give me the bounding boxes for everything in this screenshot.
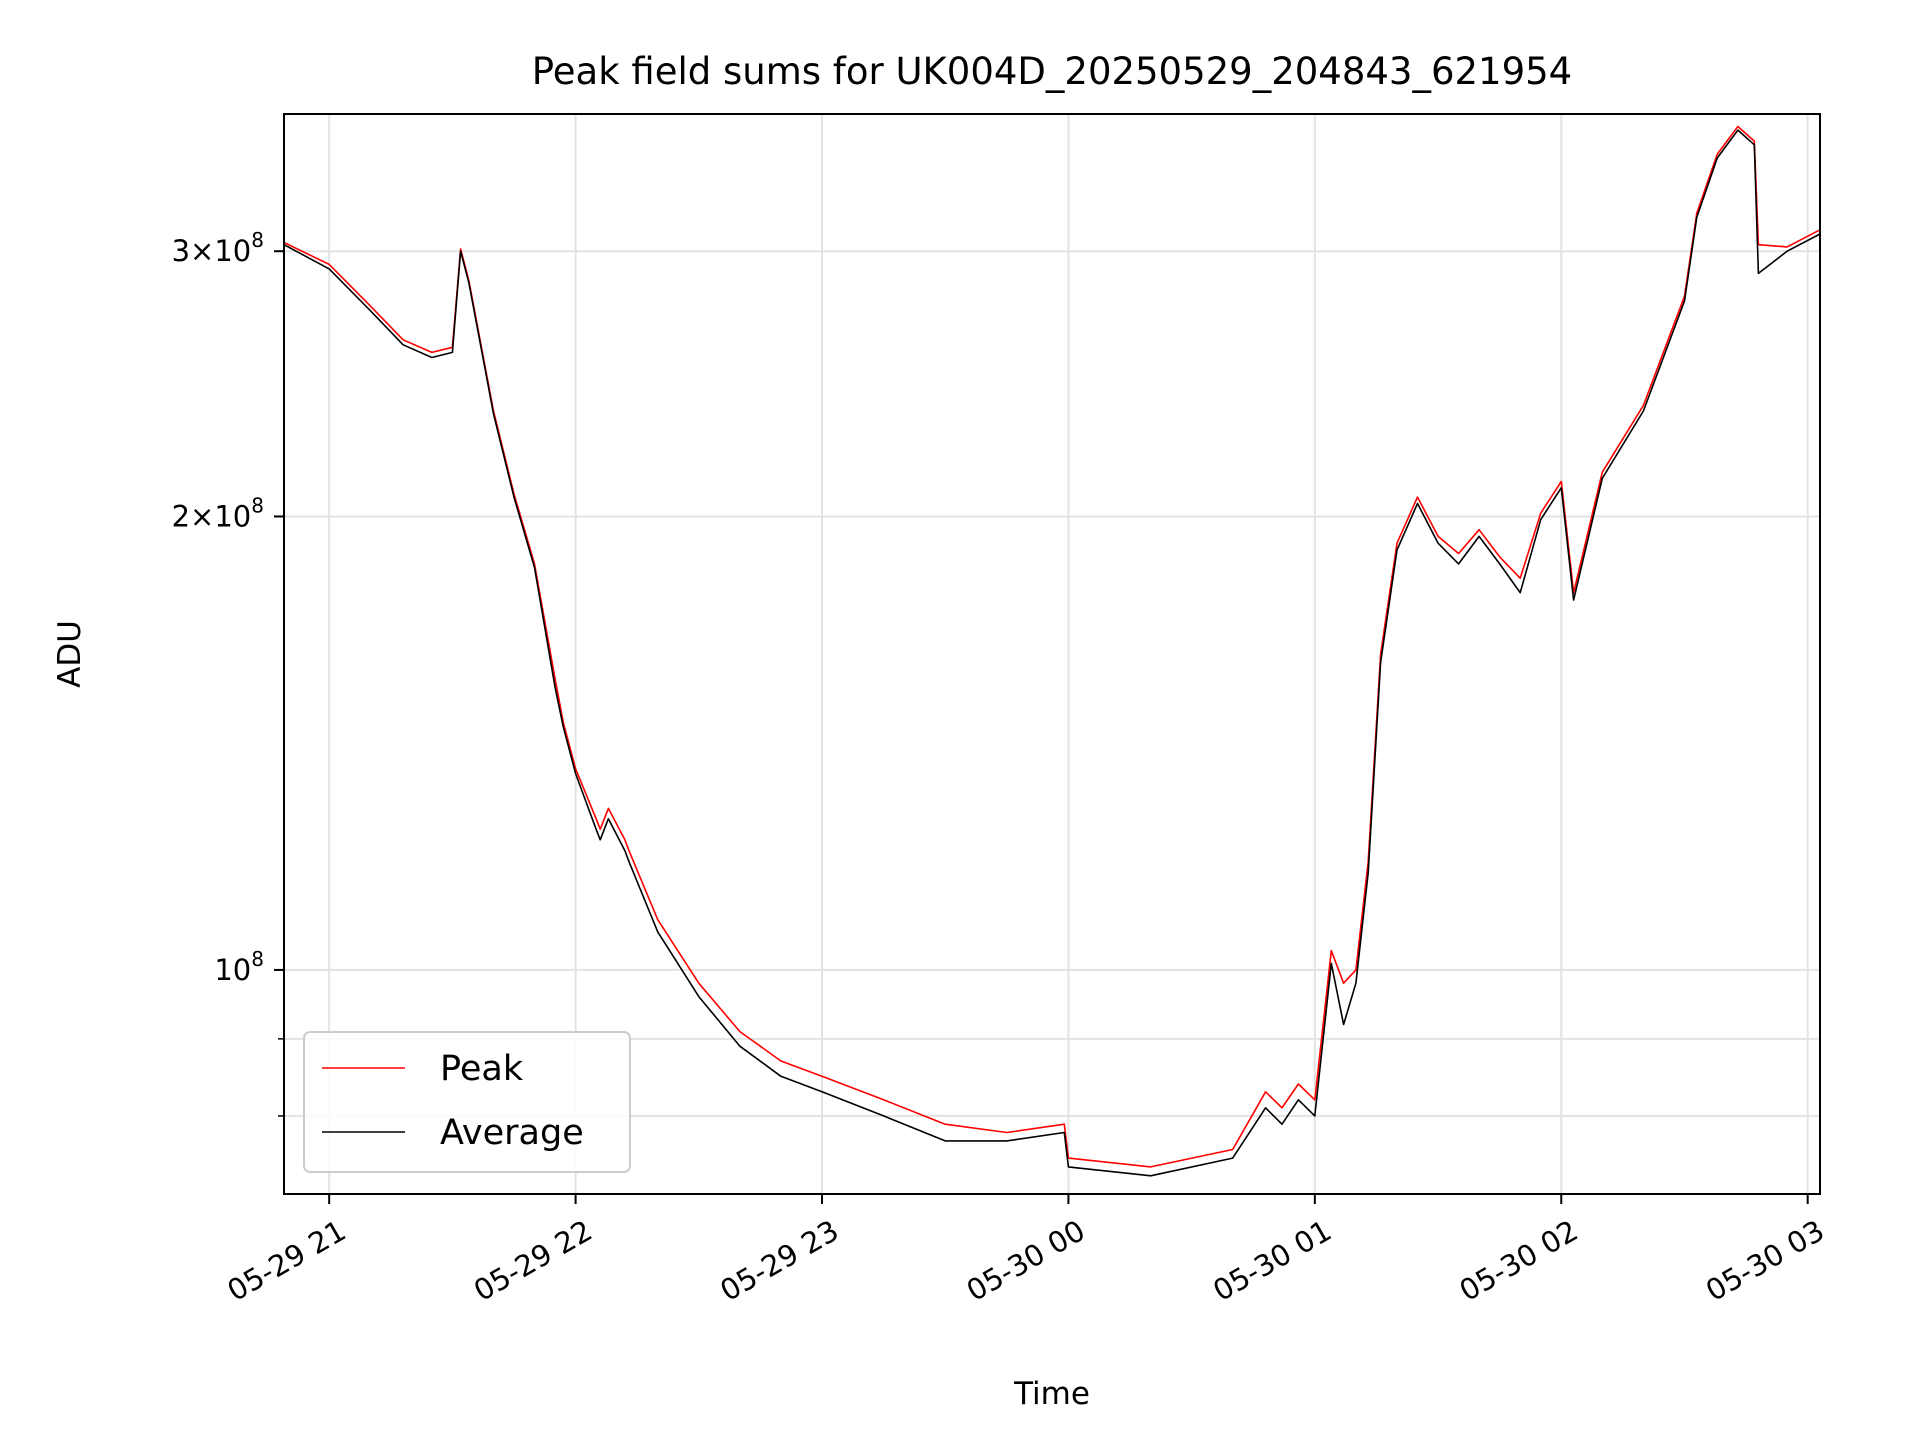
y-tick-label: 2×108: [172, 493, 264, 533]
y-tick-label: 3×108: [172, 228, 264, 268]
legend-box: [303, 1031, 631, 1173]
y-tick-label: 108: [214, 947, 264, 987]
legend-label-peak: Peak: [440, 1049, 524, 1089]
y-axis-label: ADU: [52, 620, 88, 688]
x-axis-label: Time: [1013, 1376, 1090, 1412]
legend-label-average: Average: [440, 1113, 584, 1153]
series-line-peak: [283, 125, 1821, 1168]
plot-frame: [283, 113, 1821, 1195]
series-line-average: [283, 129, 1821, 1177]
chart-title: Peak field sums for UK004D_20250529_2048…: [532, 50, 1572, 93]
y-axis: 3×108 2×108 108: [172, 228, 284, 1117]
legend: Peak Average: [303, 1031, 631, 1173]
series-layer: [283, 125, 1821, 1177]
